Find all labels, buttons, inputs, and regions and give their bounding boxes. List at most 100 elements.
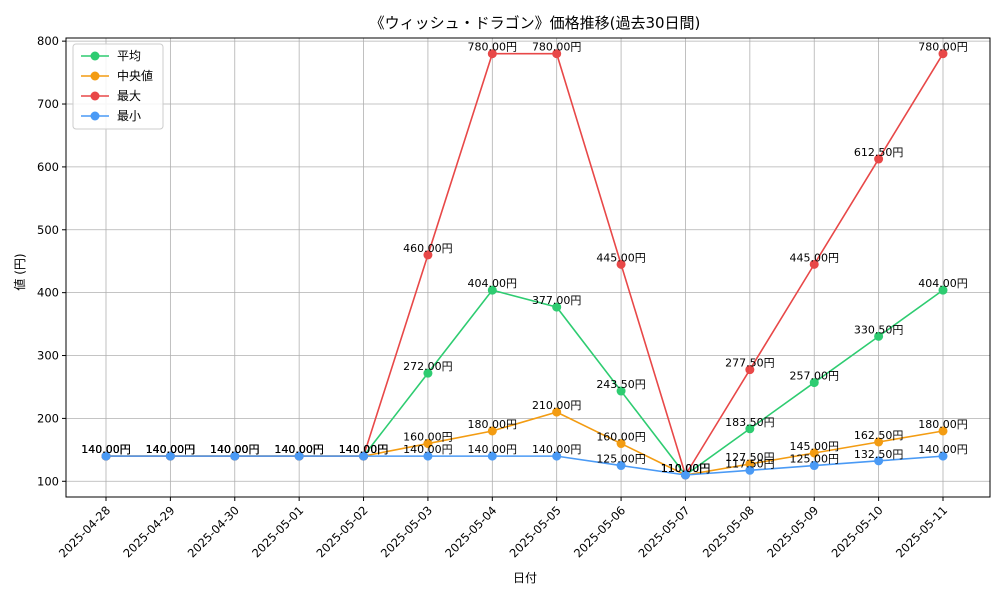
data-label: 140.00円	[81, 443, 131, 456]
data-point	[487, 285, 497, 295]
data-point	[745, 365, 755, 375]
legend-label: 中央値	[117, 68, 153, 83]
data-point	[874, 437, 884, 447]
data-point	[423, 368, 433, 378]
data-point	[745, 459, 755, 469]
data-label: 110.00円	[661, 462, 711, 475]
data-label: 140.00円	[81, 443, 131, 456]
data-label: 140.00円	[274, 443, 324, 456]
data-label: 277.50円	[725, 357, 775, 370]
legend-marker	[90, 71, 100, 81]
x-tick-label: 2025-04-30	[185, 503, 242, 560]
x-tick-label: 2025-05-10	[829, 503, 886, 560]
x-tick-label: 2025-05-08	[700, 503, 757, 560]
data-label: 140.00円	[918, 443, 968, 456]
data-label: 140.00円	[210, 443, 260, 456]
legend-box	[72, 43, 164, 130]
data-label: 460.00円	[403, 242, 453, 255]
data-label: 140.00円	[339, 443, 389, 456]
data-label: 140.00円	[468, 443, 518, 456]
data-point	[294, 451, 304, 461]
data-point	[938, 49, 948, 59]
data-label: 140.00円	[339, 443, 389, 456]
data-label: 330.50円	[854, 323, 904, 336]
data-label: 117.50円	[725, 457, 775, 470]
data-label: 140.00円	[210, 443, 260, 456]
data-label: 780.00円	[532, 41, 582, 54]
data-label: 210.00円	[532, 399, 582, 412]
data-label: 125.00円	[789, 453, 839, 466]
y-tick-label: 600	[37, 160, 59, 174]
data-point	[423, 451, 433, 461]
legend-label: 平均	[117, 49, 141, 63]
data-point	[552, 49, 562, 59]
data-label: 140.00円	[339, 443, 389, 456]
data-point	[745, 465, 755, 475]
y-tick-label: 800	[37, 34, 59, 48]
x-tick-label: 2025-05-01	[249, 503, 306, 560]
data-label: 162.50円	[854, 429, 904, 442]
data-point	[359, 451, 369, 461]
data-label: 140.00円	[146, 443, 196, 456]
x-tick-label: 2025-05-04	[442, 503, 499, 560]
data-label: 272.00円	[403, 360, 453, 373]
data-point	[874, 154, 884, 164]
data-label: 160.00円	[403, 431, 453, 444]
data-point	[101, 451, 111, 461]
data-point	[552, 451, 562, 461]
legend-label: 最小	[117, 109, 141, 123]
plot-frame	[65, 37, 991, 498]
data-point	[423, 439, 433, 449]
data-label: 140.00円	[532, 443, 582, 456]
data-point	[616, 386, 626, 396]
x-tick-label: 2025-05-07	[635, 503, 692, 560]
data-label: 127.50円	[725, 451, 775, 464]
y-tick-label: 500	[37, 223, 59, 237]
data-label: 110.00円	[661, 462, 711, 475]
data-point	[809, 461, 819, 471]
y-tick-label: 700	[37, 97, 59, 111]
data-point	[874, 456, 884, 466]
data-label: 140.00円	[274, 443, 324, 456]
data-label: 180.00円	[918, 418, 968, 431]
data-point	[616, 439, 626, 449]
legend-marker	[90, 51, 100, 61]
data-point	[745, 424, 755, 434]
data-point	[552, 407, 562, 417]
data-label: 140.00円	[339, 443, 389, 456]
data-label: 445.00円	[789, 251, 839, 264]
y-tick-label: 300	[37, 349, 59, 363]
x-tick-label: 2025-05-09	[764, 503, 821, 560]
data-label: 404.00円	[468, 277, 518, 290]
data-label: 780.00円	[468, 41, 518, 54]
data-point	[230, 451, 240, 461]
data-label: 140.00円	[210, 443, 260, 456]
grid	[66, 38, 990, 497]
x-tick-label: 2025-05-11	[893, 503, 950, 560]
data-label: 780.00円	[918, 41, 968, 54]
data-point	[809, 448, 819, 458]
data-label: 612.50円	[854, 146, 904, 159]
data-label: 140.00円	[81, 443, 131, 456]
data-label: 243.50円	[596, 378, 646, 391]
data-point	[487, 451, 497, 461]
x-tick-label: 2025-04-28	[56, 503, 113, 560]
data-label: 160.00円	[596, 431, 646, 444]
data-label: 140.00円	[146, 443, 196, 456]
data-label: 140.00円	[81, 443, 131, 456]
y-tick-label: 100	[37, 474, 59, 488]
legend-marker	[90, 91, 100, 101]
data-point	[552, 302, 562, 312]
axes	[62, 37, 991, 501]
data-point	[874, 331, 884, 341]
data-label: 140.00円	[274, 443, 324, 456]
legend-label: 最大	[117, 89, 141, 103]
data-point	[809, 378, 819, 388]
data-point	[616, 461, 626, 471]
data-label: 445.00円	[596, 251, 646, 264]
data-point	[487, 49, 497, 59]
x-tick-label: 2025-05-02	[313, 503, 370, 560]
